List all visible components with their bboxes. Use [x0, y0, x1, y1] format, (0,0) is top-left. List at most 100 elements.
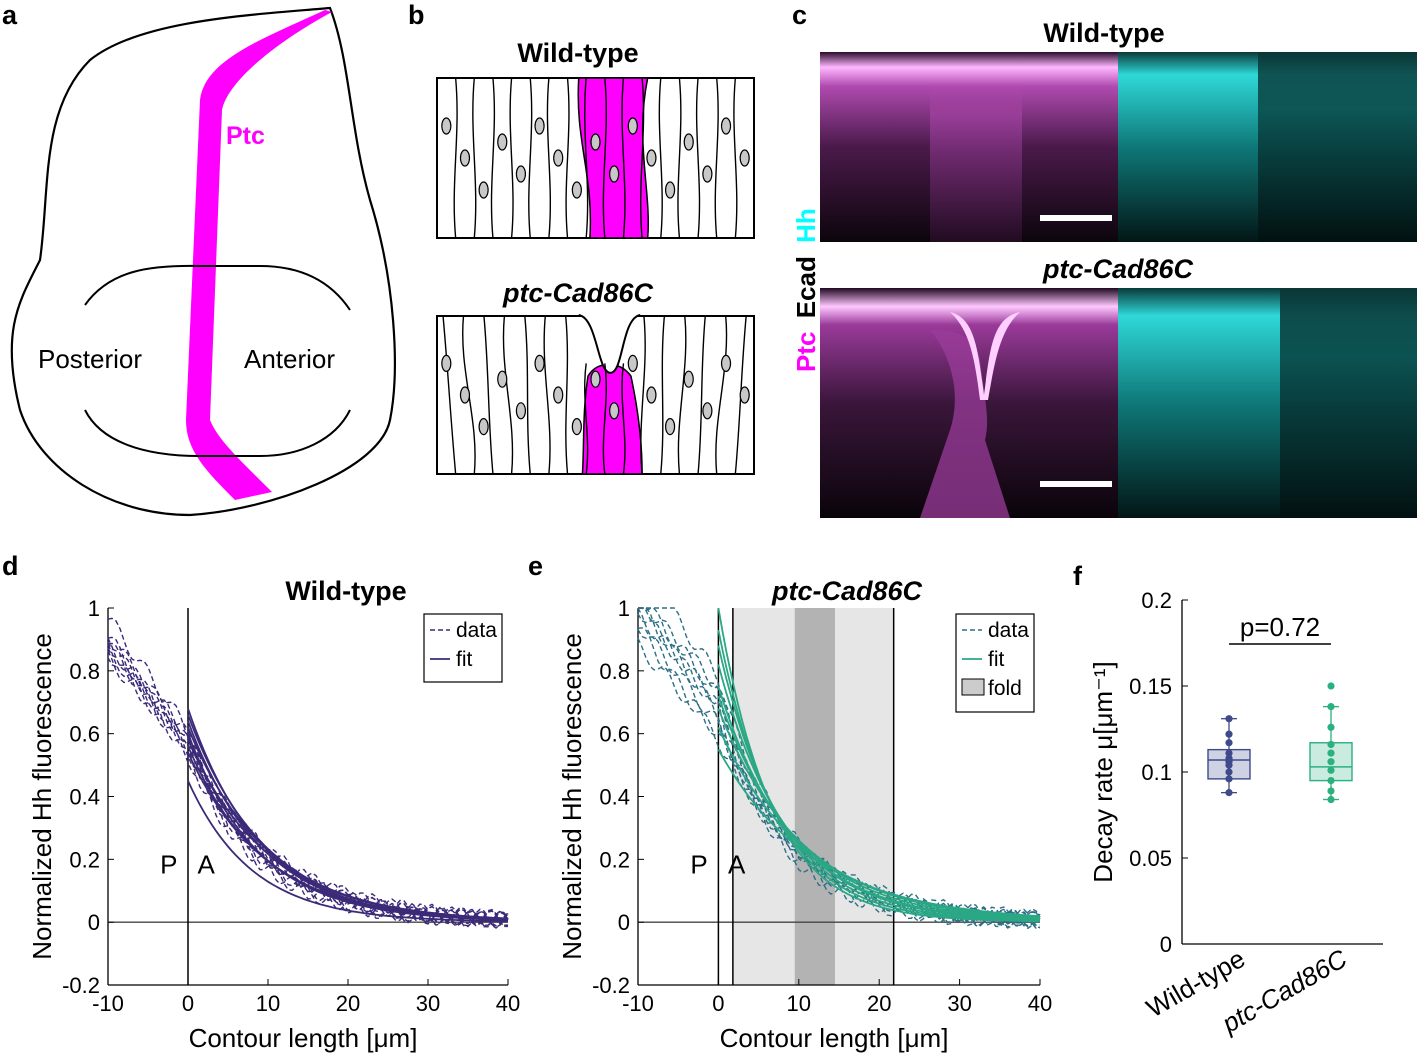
cell-border [546, 77, 552, 239]
cell-nucleus [553, 149, 564, 167]
fit-curve [187, 739, 509, 920]
x-axis-label: Contour length [μm] [720, 1023, 949, 1053]
panel-e: e -10 0 10 20 30 40 -0.2 0 0.2 0.4 0.6 0.8 1 P Aptc-Ca… [528, 551, 1052, 1053]
cell-nucleus [441, 354, 452, 372]
y-tick-label: 0.6 [69, 722, 100, 747]
cell-border [697, 315, 706, 475]
cell-nucleus [478, 418, 489, 436]
x-axis-label: Contour length [μm] [189, 1023, 418, 1053]
data-point [1327, 723, 1335, 731]
pouch-upper-arc [84, 264, 351, 311]
cell-border [621, 363, 626, 475]
data-point [1225, 715, 1233, 723]
cell-border [639, 77, 645, 239]
legend-label-data: data [456, 619, 497, 642]
y-tick-label: 0.2 [1141, 588, 1172, 613]
panel-e-label: e [528, 551, 543, 581]
legend-label-fit: fit [456, 648, 473, 671]
y-tick-label: 0.4 [599, 785, 630, 810]
side-label-ecad: Ecad [791, 256, 821, 318]
data-point [1225, 730, 1233, 738]
cell-nucleus [571, 181, 582, 199]
chart-title: Wild-type [285, 576, 406, 606]
cell-nucleus [646, 149, 657, 167]
y-axis-label: Normalized Hh fluorescence [27, 633, 57, 960]
cell-nucleus [553, 386, 564, 404]
panel-c-bottom-title: ptc-Cad86C [1042, 254, 1194, 284]
data-point [1327, 787, 1335, 795]
cell-nucleus [739, 386, 750, 404]
panel-a: a Ptc Posterior Anterior [2, 0, 396, 517]
legend-box [423, 613, 503, 683]
cell-border [565, 315, 569, 475]
cell-nucleus [702, 165, 713, 183]
fit-curve [717, 664, 1041, 921]
fit-curve [187, 780, 508, 923]
legend-label-fit: fit [988, 648, 1005, 671]
cell-border [565, 77, 570, 239]
fold-core-region [794, 608, 835, 985]
x-tick-label: 30 [947, 991, 971, 1016]
x-tick-label: 0 [182, 991, 194, 1016]
y-tick-label: 0.15 [1129, 674, 1172, 699]
data-point [1327, 682, 1335, 690]
posterior-marker: P [690, 850, 707, 880]
scale-bar-top [1040, 215, 1112, 221]
wing-disc-outline [10, 6, 396, 517]
y-tick-label: 0.1 [1141, 760, 1172, 785]
x-tick-label: -10 [622, 991, 654, 1016]
x-tick-label: 40 [496, 991, 520, 1016]
cell-border [677, 77, 682, 239]
cell-nucleus [646, 386, 657, 404]
cell-nucleus [720, 117, 732, 135]
panel-c-top-title: Wild-type [1043, 18, 1164, 48]
pouch-lower-arc [84, 409, 351, 457]
cell-border [640, 315, 646, 475]
cell-nucleus [683, 133, 694, 151]
cell-border [524, 315, 531, 475]
data-curve [107, 617, 509, 927]
y-tick-label: 0 [618, 910, 630, 935]
cell-border [509, 77, 514, 239]
panel-f: f 00.050.10.150.2Wild-typeptc-Cad86Cp=0.… [1073, 561, 1383, 1039]
data-point [1225, 789, 1233, 797]
cell-border [715, 315, 728, 475]
cell-nucleus [571, 418, 582, 436]
panel-b-top-title: Wild-type [517, 38, 638, 68]
anterior-marker: A [198, 850, 216, 880]
fold-contour [578, 314, 641, 374]
cell-nucleus [515, 165, 527, 183]
data-point [1327, 766, 1335, 774]
data-point [1327, 777, 1335, 785]
cell-nucleus [739, 149, 750, 167]
cell-nucleus [459, 149, 471, 167]
data-point [1225, 768, 1233, 776]
x-tick-label: 40 [1028, 991, 1052, 1016]
data-point [1327, 795, 1335, 804]
x-tick-label: 0 [712, 991, 724, 1016]
data-point [1327, 703, 1335, 711]
chart-e: -10 0 10 20 30 40 -0.2 0 0.2 0.4 0.6 0.8 1 P Aptc-Cad8… [557, 576, 1052, 1053]
cell-border [442, 315, 457, 475]
cell-border [472, 77, 477, 239]
cell-nucleus [720, 354, 732, 372]
legend-label-data: data [988, 619, 1029, 642]
cell-border [483, 315, 494, 475]
data-curve [637, 607, 1041, 929]
data-point [1225, 739, 1233, 747]
panel-f-label: f [1073, 561, 1083, 591]
panel-b-bottom-title: ptc-Cad86C [502, 278, 654, 308]
cell-border [453, 77, 458, 239]
cell-nucleus [702, 402, 713, 420]
x-tick-label: -10 [92, 991, 124, 1016]
cell-border [695, 77, 701, 239]
cell-nucleus [590, 133, 601, 151]
y-tick-label: 0.8 [69, 659, 100, 684]
wildtype-tissue-schematic [436, 77, 755, 239]
data-curve [107, 642, 509, 928]
cell-nucleus [478, 181, 489, 199]
x-tick-label: 30 [416, 991, 440, 1016]
cell-border [621, 77, 626, 239]
cell-nucleus [683, 370, 694, 388]
cell-nucleus [627, 354, 638, 372]
